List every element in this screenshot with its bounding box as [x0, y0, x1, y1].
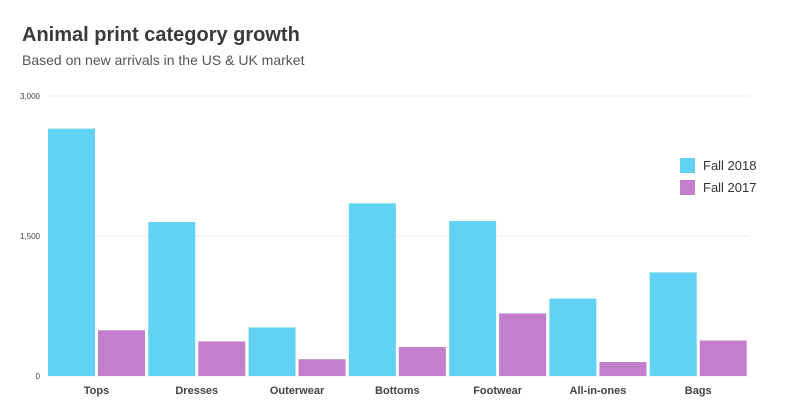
chart-title: Animal print category growth — [22, 24, 300, 46]
bar-footwear-fall-2018 — [449, 221, 497, 376]
bar-outerwear-fall-2018 — [248, 327, 296, 376]
legend-label: Fall 2017 — [703, 180, 756, 195]
bar-all-in-ones-fall-2018 — [549, 298, 597, 376]
x-tick-label: All-in-ones — [570, 385, 627, 397]
bars — [48, 128, 747, 376]
legend: Fall 2018 Fall 2017 — [680, 158, 756, 195]
x-tick-label: Outerwear — [270, 385, 325, 397]
bar-footwear-fall-2017 — [499, 313, 547, 376]
x-axis-labels: Tops Dresses Outerwear Bottoms Footwear All-i… — [84, 385, 712, 397]
bar-tops-fall-2017 — [98, 330, 145, 376]
x-tick-label: Bags — [685, 385, 712, 397]
bar-bottoms-fall-2018 — [348, 203, 396, 376]
x-tick-label: Bottoms — [375, 385, 420, 397]
bar-dresses-fall-2018 — [148, 222, 196, 376]
bar-dresses-fall-2017 — [198, 341, 246, 376]
bar-tops-fall-2018 — [48, 128, 95, 376]
bar-all-in-ones-fall-2017 — [599, 362, 647, 376]
x-tick-label: Footwear — [473, 385, 523, 397]
legend-swatch — [680, 158, 695, 173]
y-tick-label: 0 — [36, 372, 41, 381]
bar-bags-fall-2017 — [699, 340, 747, 376]
y-tick-label: 3,000 — [20, 92, 41, 101]
y-tick-label: 1,500 — [20, 232, 41, 241]
bar-bottoms-fall-2017 — [398, 347, 446, 376]
chart-subtitle: Based on new arrivals in the US & UK mar… — [22, 52, 305, 68]
x-tick-label: Tops — [84, 385, 109, 397]
y-axis-ticks: 0 1,500 3,000 — [20, 92, 41, 381]
legend-swatch — [680, 180, 695, 195]
bar-bags-fall-2018 — [649, 272, 697, 376]
x-tick-label: Dresses — [175, 385, 218, 397]
bar-outerwear-fall-2017 — [298, 359, 346, 376]
legend-label: Fall 2018 — [703, 158, 756, 173]
